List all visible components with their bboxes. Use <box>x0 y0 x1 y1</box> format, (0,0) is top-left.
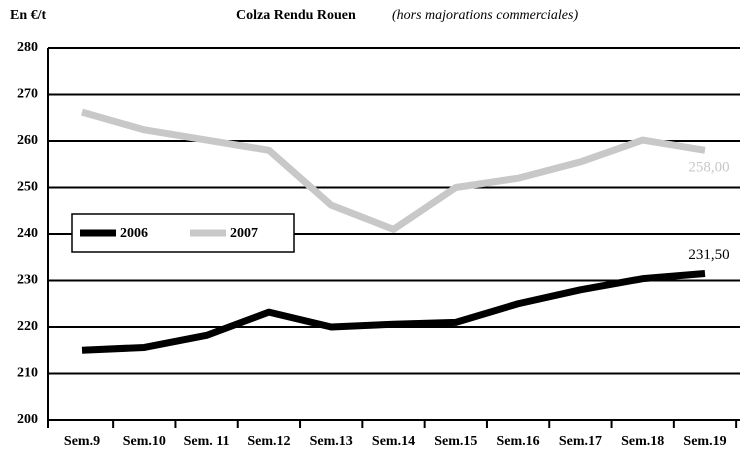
x-tick-label: Sem.13 <box>310 434 353 449</box>
x-tick-label: Sem.12 <box>247 434 290 449</box>
y-tick-label: 260 <box>17 133 38 148</box>
x-tick-label: Sem. 11 <box>184 434 230 449</box>
series-line <box>81 270 706 354</box>
x-tick-label: Sem.19 <box>683 434 726 449</box>
y-tick-label: 270 <box>17 87 38 102</box>
y-tick-label: 250 <box>17 180 38 195</box>
y-tick-label: 210 <box>17 366 38 381</box>
x-tick-label: Sem.18 <box>621 434 664 449</box>
x-tick-label: Sem.14 <box>372 434 415 449</box>
y-tick-label: 280 <box>17 40 38 55</box>
chart-title: Colza Rendu Rouen <box>236 8 356 23</box>
chart-subtitle: (hors majorations commerciales) <box>392 8 578 23</box>
y-axis-label: En €/t <box>10 8 47 23</box>
x-tick-label: Sem.17 <box>559 434 602 449</box>
x-tick-label: Sem.9 <box>64 434 100 449</box>
y-tick-label: 220 <box>17 319 38 334</box>
y-tick-label: 200 <box>17 412 38 427</box>
series-line <box>81 108 706 233</box>
x-tick-label: Sem.15 <box>434 434 477 449</box>
value-label: 258,00 <box>688 160 729 176</box>
legend: 2006 2007 <box>71 213 295 253</box>
y-tick-label: 230 <box>17 273 38 288</box>
value-label: 231,50 <box>688 247 729 263</box>
x-tick-label: Sem.10 <box>123 434 166 449</box>
legend-label: 2007 <box>230 226 258 241</box>
x-tick-label: Sem.16 <box>497 434 540 449</box>
y-tick-label: 240 <box>17 226 38 241</box>
legend-label: 2006 <box>120 226 148 241</box>
